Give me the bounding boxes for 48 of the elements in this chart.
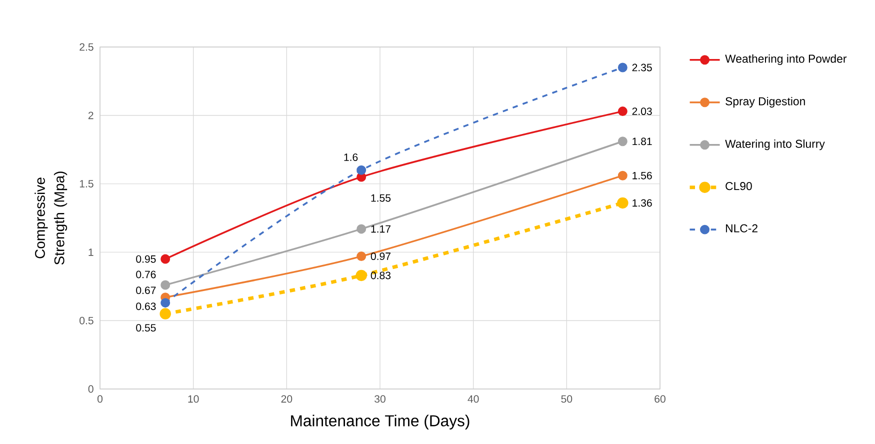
point (618, 62, 628, 72)
point (618, 106, 628, 116)
data-label: 0.83 (370, 272, 391, 280)
point (618, 136, 628, 146)
point (160, 280, 170, 290)
point (617, 197, 628, 209)
point (618, 170, 628, 180)
data-label: 1.81 (632, 138, 652, 146)
x-tick-label: 20 (281, 395, 292, 403)
point (356, 252, 366, 262)
legend-label: Spray Digestion (726, 96, 805, 108)
legend-label: Watering into Slurry (725, 139, 825, 150)
data-label: 1.6 (344, 154, 358, 161)
data-label: 0.95 (136, 255, 156, 263)
data-label: 0.76 (136, 270, 156, 278)
data-label: 2.03 (632, 108, 652, 116)
point (356, 165, 366, 175)
legend-label: Weathering into Powder (725, 54, 847, 66)
point (160, 298, 170, 308)
x-tick-label: 50 (561, 395, 572, 403)
y-tick-label: 0.5 (80, 316, 94, 324)
data-label: 1.56 (632, 172, 652, 180)
point (356, 270, 367, 282)
y-tick-label: 2.5 (80, 43, 94, 51)
data-label: 0.97 (370, 252, 390, 260)
data-label: 0.67 (136, 286, 156, 294)
x-tick-label: 40 (468, 395, 479, 403)
data-label: 2.35 (632, 64, 652, 72)
y-tick-label: 1 (88, 248, 94, 256)
x-axis-title: Maintenance Time (Days) (291, 414, 470, 430)
point (160, 308, 171, 320)
x-tick-label: 10 (188, 395, 199, 403)
data-label: 1.17 (371, 225, 390, 233)
x-tick-label: 30 (374, 395, 386, 403)
y-tick-label: 1.5 (80, 180, 94, 188)
y-tick-label: 2 (88, 112, 94, 120)
data-label: 0.55 (136, 324, 156, 332)
y-axis-title: Compressive Strength (Mpa) (34, 172, 68, 265)
data-label: 0.63 (136, 302, 156, 310)
data-label: 1.55 (371, 194, 391, 202)
legend-label: CL90 (726, 182, 752, 190)
x-tick-label: 0 (97, 395, 103, 403)
point (356, 224, 366, 234)
data-label: 1.36 (632, 199, 652, 207)
y-tick-label: 0 (88, 385, 94, 393)
legend-label: NLC-2 (726, 224, 758, 232)
point (160, 254, 170, 264)
x-tick-label: 60 (654, 395, 666, 403)
